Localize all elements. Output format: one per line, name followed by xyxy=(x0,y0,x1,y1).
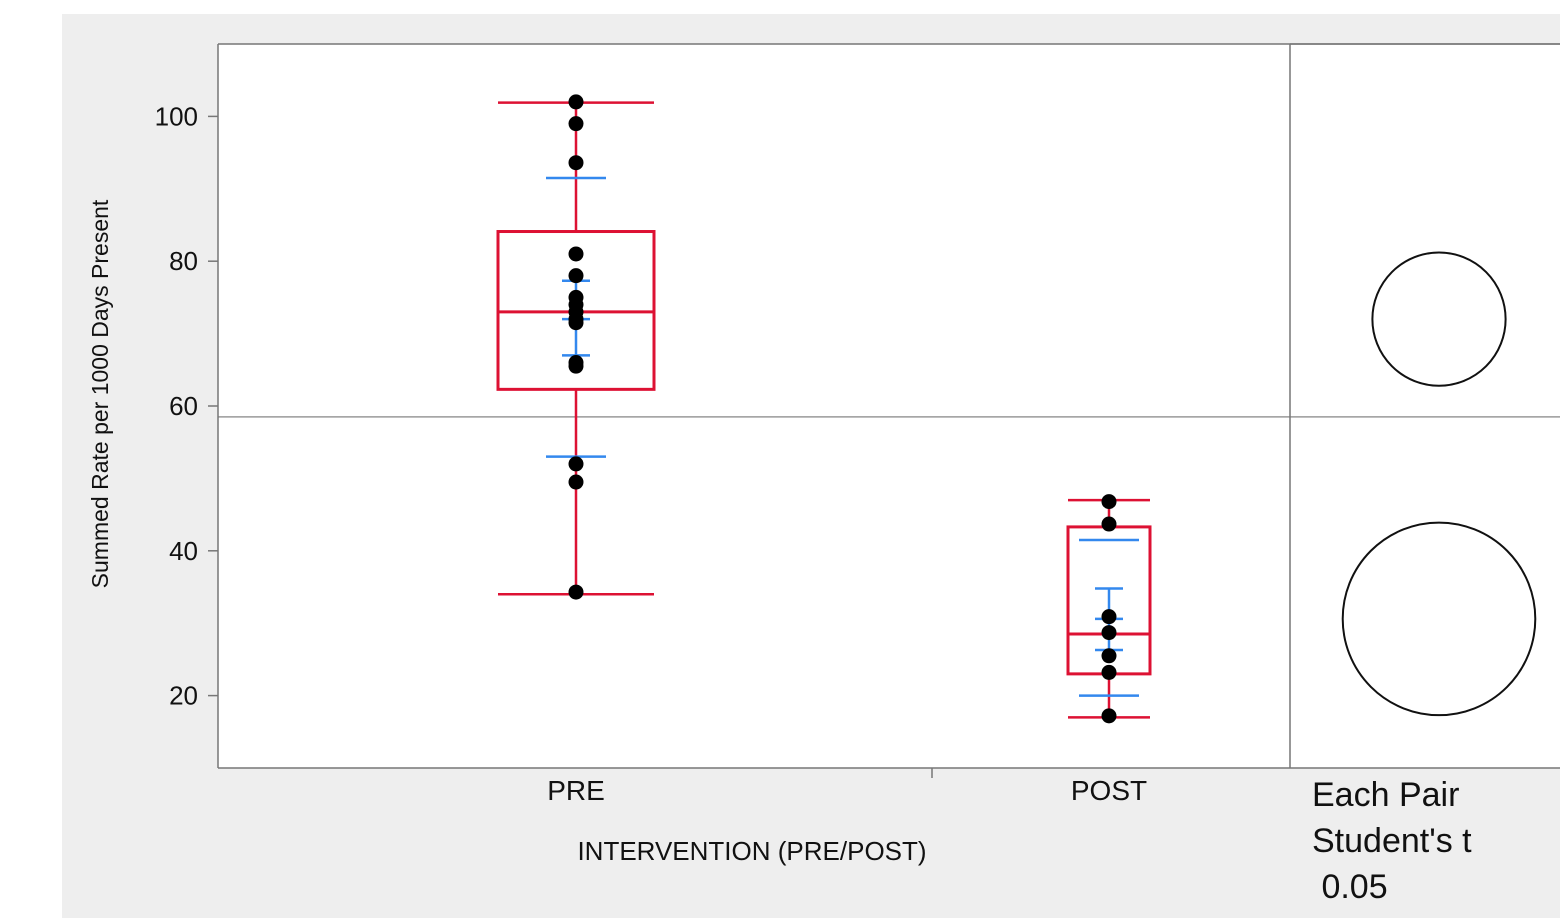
comparison-circle-pre[interactable] xyxy=(1371,251,1507,387)
comparison-label-line: 0.05 xyxy=(1312,868,1388,906)
data-point xyxy=(568,315,584,331)
y-tick-label: 40 xyxy=(169,536,198,566)
data-point xyxy=(1101,609,1117,625)
data-point xyxy=(568,456,584,472)
chart-panel: 20 40 60 80 100 Summed Rate per 1000 Days Pr… xyxy=(62,14,1560,918)
data-point xyxy=(1101,664,1117,680)
x-axis-title: INTERVENTION (PRE/POST) xyxy=(577,836,926,866)
plot-background xyxy=(218,44,1560,768)
y-tick-label: 100 xyxy=(155,101,198,131)
comparison-circle-post[interactable] xyxy=(1341,521,1537,717)
data-point xyxy=(1101,648,1117,664)
data-point xyxy=(568,358,584,374)
x-category-label: POST xyxy=(1071,775,1147,806)
x-category-label: PRE xyxy=(547,775,605,806)
comparison-label-line: Student's t xyxy=(1312,822,1472,860)
data-point xyxy=(568,94,584,110)
data-point xyxy=(1101,708,1117,724)
y-axis-title: Summed Rate per 1000 Days Present xyxy=(87,199,113,588)
y-tick-label: 20 xyxy=(169,681,198,711)
data-point xyxy=(568,474,584,490)
data-point xyxy=(1101,516,1117,532)
y-tick-label: 60 xyxy=(169,391,198,421)
comparison-label-line: Each Pair xyxy=(1312,776,1459,814)
data-point xyxy=(1101,625,1117,641)
data-point xyxy=(1101,494,1117,510)
y-tick-label: 80 xyxy=(169,246,198,276)
data-point xyxy=(568,155,584,171)
data-point xyxy=(568,116,584,132)
data-point xyxy=(568,584,584,600)
data-point xyxy=(568,246,584,262)
data-point xyxy=(568,268,584,284)
chart: 20 40 60 80 100 Summed Rate per 1000 Days Pr… xyxy=(87,43,1560,906)
